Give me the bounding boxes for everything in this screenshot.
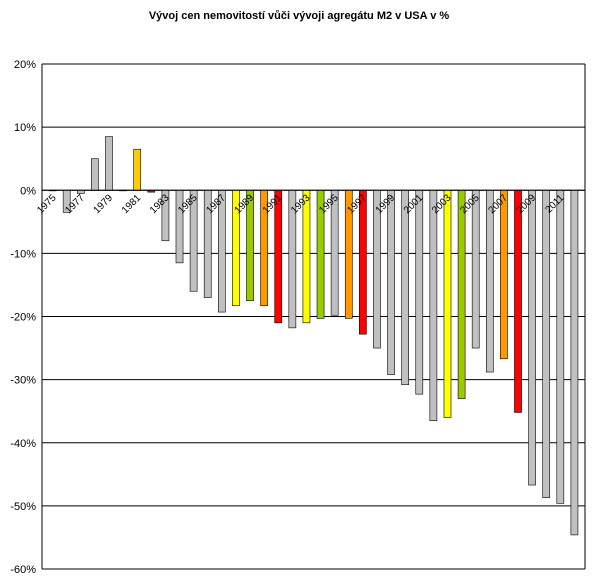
bar-1995 (330, 189, 339, 316)
bar-2011 (556, 189, 565, 504)
bar-2007 (500, 189, 508, 360)
y-tick-label: -10% (10, 248, 36, 260)
bar-1981 (133, 148, 142, 191)
y-tick-label: -20% (10, 312, 36, 324)
bar-2009 (528, 189, 536, 486)
y-tick-label: -60% (10, 564, 36, 576)
bars (48, 136, 579, 536)
bar-2004 (457, 189, 466, 399)
y-tick-labels: 20% 10% 0% -10% -20% -30% -40% -50% -60% (10, 59, 36, 576)
bar-1979 (105, 136, 113, 191)
bar-2008 (514, 189, 522, 413)
y-tick-label: 20% (14, 59, 36, 71)
chart-title: Vývoj cen nemovitostí vůči vývoji agregá… (148, 10, 450, 22)
y-tick-label: -40% (10, 438, 36, 450)
y-tick-label: 0% (20, 185, 36, 197)
bar-1993 (302, 189, 311, 324)
bar-1991 (274, 189, 283, 324)
bar-1978 (91, 158, 99, 191)
x-tick-label: 1979 (92, 192, 116, 216)
y-tick-label: -50% (10, 501, 36, 513)
x-tick-label: 1975 (35, 192, 59, 216)
axes (41, 64, 586, 569)
bar-1997 (359, 189, 367, 335)
bar-2010 (542, 189, 551, 498)
bar-2001 (415, 189, 424, 395)
bar-1999 (387, 189, 395, 375)
bar-2003 (443, 189, 452, 418)
bar-2002 (429, 189, 438, 421)
bar-2000 (401, 189, 410, 385)
bar-2006 (485, 189, 494, 373)
bar-2005 (471, 189, 480, 349)
y-tick-label: -30% (10, 375, 36, 387)
bar-1984 (175, 189, 184, 264)
bar-2012 (570, 189, 579, 536)
y-tick-label: 10% (14, 122, 36, 134)
x-tick-label: 1981 (120, 192, 144, 216)
